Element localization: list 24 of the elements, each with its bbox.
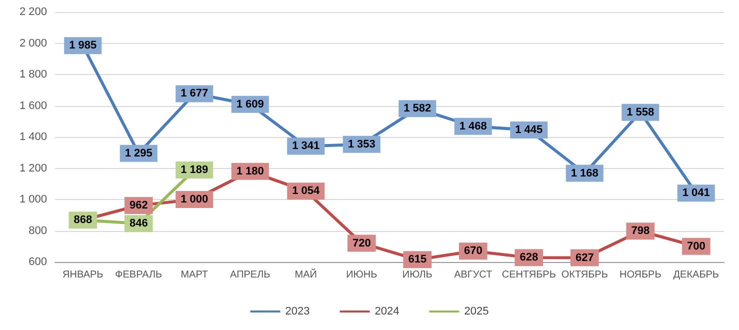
x-tick-label: СЕНТЯБРЬ: [502, 270, 556, 280]
x-tick-label: ФЕВРАЛЬ: [115, 270, 163, 280]
x-tick-label: ДЕКАБРЬ: [673, 270, 720, 280]
y-tick-label: 1 400: [19, 131, 47, 143]
x-tick-label: ЯНВАРЬ: [62, 270, 104, 280]
legend-label: 2025: [464, 306, 489, 318]
y-tick-label: 1 200: [19, 162, 47, 174]
y-tick-label: 800: [28, 224, 47, 237]
x-tick-label: МАЙ: [294, 268, 317, 280]
x-tick-label: ИЮНЬ: [346, 270, 378, 280]
legend-label: 2023: [285, 306, 310, 318]
y-tick-label: 600: [28, 256, 47, 268]
x-tick-label: ИЮЛЬ: [402, 270, 433, 280]
x-tick-label: АВГУСТ: [454, 270, 492, 280]
y-tick-label: 1 600: [19, 100, 47, 112]
y-tick-label: 1 800: [19, 68, 47, 80]
x-tick-label: АПРЕЛЬ: [230, 270, 271, 280]
y-tick-label: 2 200: [19, 6, 47, 18]
legend-label: 2024: [374, 306, 400, 318]
x-tick-label: НОЯБРЬ: [619, 270, 662, 280]
y-tick-label: 2 000: [19, 37, 47, 50]
x-tick-label: МАРТ: [180, 270, 208, 280]
y-tick-label: 1 000: [19, 194, 47, 206]
x-tick-label: ОКТЯБРЬ: [561, 270, 608, 280]
